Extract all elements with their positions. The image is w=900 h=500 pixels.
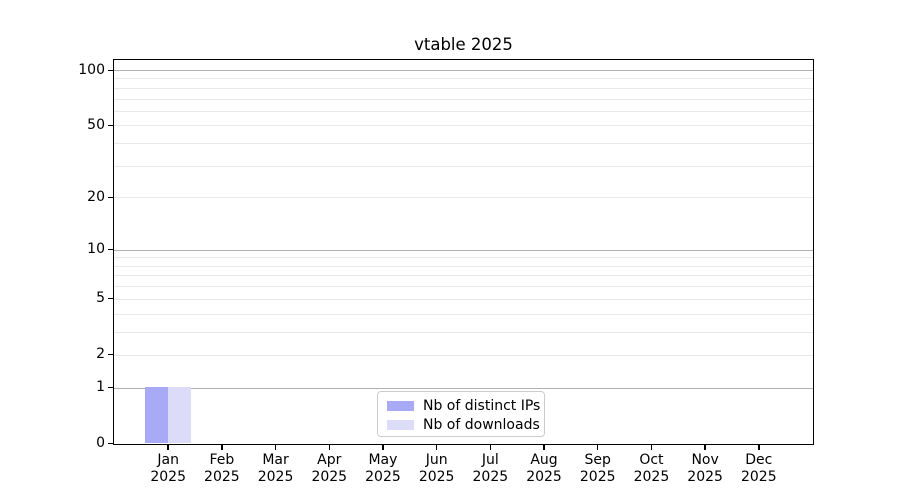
chart-title: vtable 2025 [414, 35, 513, 54]
x-tick-month: Oct [639, 451, 664, 468]
x-axis-tick-label: Aug 2025 [512, 452, 576, 486]
x-axis-tick-label: Dec 2025 [727, 452, 791, 486]
legend-item: Nb of downloads [387, 415, 540, 434]
y-axis-tick-mark [108, 248, 113, 251]
x-axis-tick-mark [274, 445, 277, 450]
x-axis-tick-mark [704, 445, 706, 450]
x-axis-tick-label: Feb 2025 [190, 452, 254, 486]
x-tick-year: 2025 [311, 468, 348, 485]
minor-gridline [114, 313, 813, 315]
x-axis-tick-mark [543, 445, 545, 450]
y-axis-tick-mark [108, 196, 113, 199]
minor-gridline [114, 165, 813, 167]
x-axis-tick-mark [328, 445, 331, 450]
minor-gridline [114, 98, 813, 100]
x-axis-tick-label: May 2025 [351, 452, 415, 486]
x-axis-tick-mark [489, 445, 492, 450]
y-axis-tick-label: 2 [96, 346, 105, 363]
y-axis-tick-label: 10 [87, 241, 105, 258]
x-tick-month: Mar [262, 451, 289, 468]
x-tick-month: Jun [425, 451, 448, 468]
minor-gridline [114, 110, 813, 112]
x-axis-tick-mark [596, 445, 599, 450]
minor-gridline [114, 87, 813, 89]
x-tick-year: 2025 [687, 468, 723, 485]
x-tick-year: 2025 [418, 468, 455, 485]
legend-label: Nb of distinct IPs [423, 397, 541, 414]
x-axis-tick-label: Mar 2025 [244, 452, 308, 486]
y-axis-tick-label: 0 [96, 435, 105, 451]
minor-gridline [114, 275, 813, 277]
y-axis-tick-mark [108, 124, 113, 127]
x-tick-year: 2025 [579, 468, 616, 485]
x-axis-tick-label: Jun 2025 [405, 452, 469, 486]
legend-swatch [387, 419, 414, 430]
x-tick-month: May [368, 451, 398, 468]
minor-gridline [114, 265, 813, 267]
minor-gridline [114, 257, 813, 259]
y-axis-tick-mark [108, 297, 113, 300]
minor-gridline [114, 286, 813, 288]
y-axis-tick-label: 1 [96, 378, 105, 395]
minor-gridline [114, 197, 813, 199]
x-axis-tick-label: Jul 2025 [458, 452, 522, 486]
x-tick-year: 2025 [365, 468, 401, 485]
x-tick-month: Sep [584, 451, 611, 468]
bar [144, 386, 168, 443]
x-axis-tick-mark [221, 445, 223, 450]
x-axis-tick-label: Jan 2025 [136, 452, 200, 486]
x-tick-month: Nov [691, 451, 719, 468]
x-axis-tick-mark [167, 445, 169, 450]
x-tick-month: Apr [317, 451, 342, 468]
minor-gridline [114, 143, 813, 145]
major-gridline [114, 70, 813, 72]
x-axis-tick-mark [758, 445, 760, 450]
major-gridline [114, 249, 813, 251]
major-gridline [114, 387, 813, 389]
x-tick-year: 2025 [257, 468, 294, 485]
x-tick-month: Jan [157, 451, 179, 468]
minor-gridline [114, 298, 813, 300]
x-axis-tick-mark [435, 445, 438, 450]
plot-area [113, 59, 814, 445]
x-axis-tick-label: Sep 2025 [566, 452, 630, 486]
x-axis-tick-mark [382, 445, 384, 450]
minor-gridline [114, 125, 813, 127]
x-tick-month: Feb [209, 451, 235, 468]
x-axis-tick-mark [650, 445, 653, 450]
y-axis-tick-mark [108, 442, 113, 445]
y-axis-tick-mark [108, 69, 113, 72]
x-tick-year: 2025 [740, 468, 777, 485]
x-tick-year: 2025 [150, 468, 186, 485]
x-tick-month: Dec [745, 451, 773, 468]
y-axis-tick-label: 50 [87, 117, 105, 134]
x-tick-month: Jul [481, 451, 499, 468]
legend-item: Nb of distinct IPs [387, 396, 540, 415]
x-tick-month: Aug [530, 451, 558, 468]
legend: Nb of distinct IPs Nb of downloads [377, 391, 545, 437]
minor-gridline [114, 331, 813, 333]
y-axis-tick-label: 20 [87, 188, 105, 205]
x-tick-year: 2025 [204, 468, 240, 485]
y-axis-tick-label: 5 [96, 290, 105, 307]
y-axis-tick-label: 100 [78, 61, 105, 78]
x-tick-year: 2025 [633, 468, 670, 485]
y-axis-tick-mark [108, 386, 113, 389]
x-axis-tick-label: Nov 2025 [673, 452, 737, 486]
legend-swatch [387, 400, 414, 411]
legend-label: Nb of downloads [423, 416, 540, 433]
x-axis-tick-label: Oct 2025 [619, 452, 683, 486]
x-tick-year: 2025 [526, 468, 562, 485]
x-tick-year: 2025 [472, 468, 509, 485]
bar [167, 386, 191, 443]
minor-gridline [114, 354, 813, 356]
x-axis-tick-label: Apr 2025 [297, 452, 361, 486]
minor-gridline [114, 78, 813, 80]
y-axis-tick-mark [108, 353, 113, 356]
